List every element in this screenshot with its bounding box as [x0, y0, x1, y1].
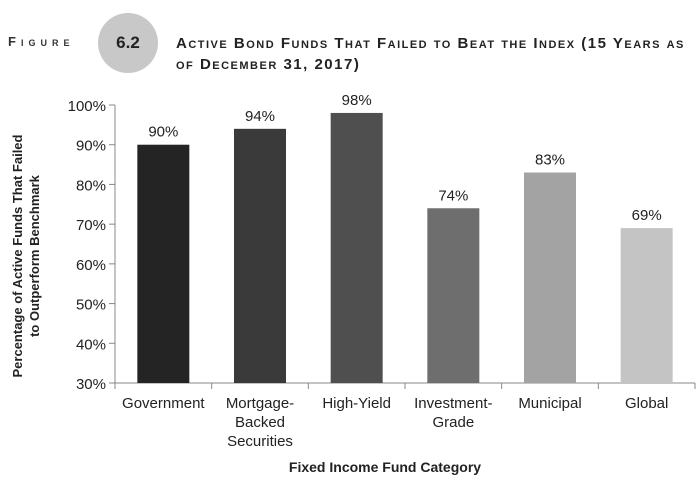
data-label: 94% [245, 108, 275, 125]
y-tick-label: 100% [68, 98, 106, 115]
y-axis-title: Percentage of Active Funds That Failed [10, 134, 25, 377]
figure-number: 6.2 [116, 33, 140, 52]
y-tick-label: 90% [76, 138, 106, 155]
bar [330, 112, 383, 383]
y-tick-label: 40% [76, 336, 106, 353]
y-tick-label: 30% [76, 376, 106, 393]
y-tick-label: 70% [76, 217, 106, 234]
y-tick-label: 80% [76, 177, 106, 194]
x-tick-label: Grade [432, 414, 474, 431]
data-label: 98% [342, 92, 372, 109]
y-tick-label: 60% [76, 257, 106, 274]
x-tick-label: Securities [227, 433, 293, 450]
data-label: 74% [438, 187, 468, 204]
chart-title: Active Bond Funds That Failed to Beat th… [176, 35, 685, 73]
bar [620, 228, 673, 383]
bar [137, 144, 190, 383]
figure-number-badge: 6.2 [98, 13, 158, 73]
x-tick-label: Mortgage- [226, 395, 294, 412]
data-label: 69% [632, 207, 662, 224]
x-tick-label: Government [122, 395, 205, 412]
bar [524, 172, 576, 383]
x-tick-label: Backed [235, 414, 285, 431]
bar [427, 208, 480, 383]
x-axis-title: Fixed Income Fund Category [289, 459, 481, 475]
x-tick-label: Global [625, 395, 668, 412]
data-label: 90% [148, 124, 178, 141]
x-tick-label: High-Yield [322, 395, 391, 412]
x-tick-label: Investment- [414, 395, 492, 412]
y-axis-title: to Outperform Benchmark [27, 174, 42, 337]
data-label: 83% [535, 152, 565, 169]
x-tick-label: Municipal [518, 395, 581, 412]
y-tick-label: 50% [76, 297, 106, 314]
bar [234, 128, 286, 383]
figure-label: Figure [8, 34, 75, 49]
